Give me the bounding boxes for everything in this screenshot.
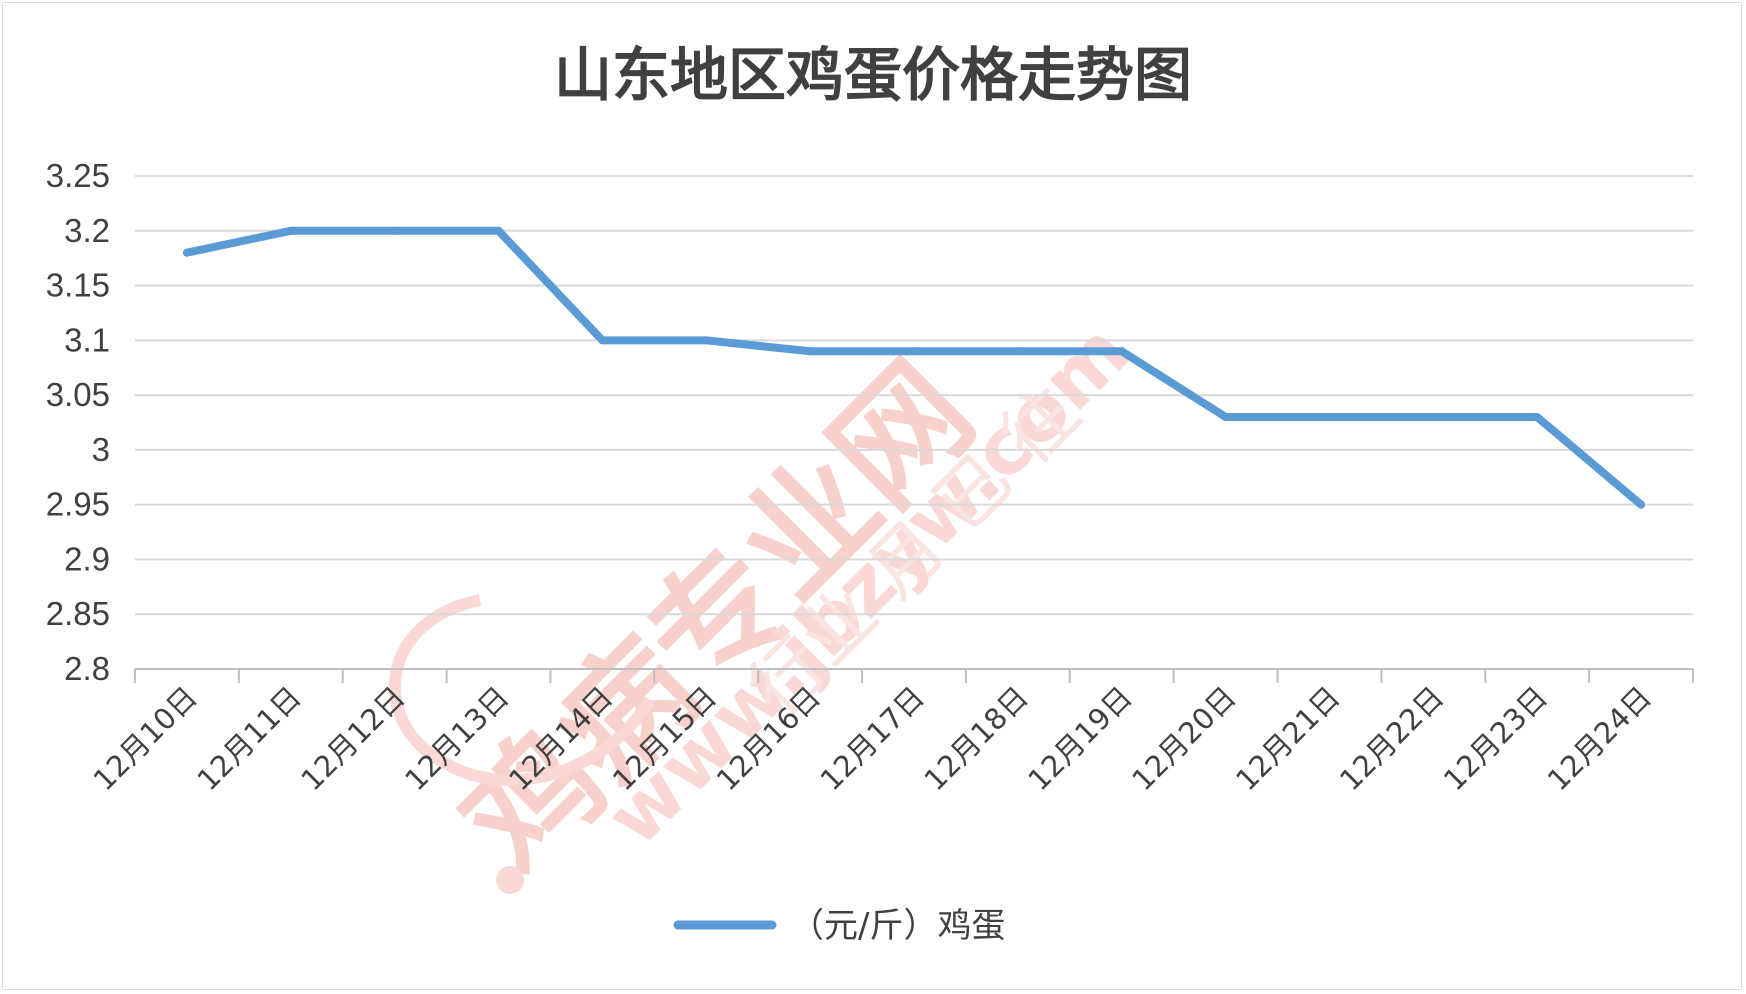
- watermark-main: 鸡病专业网: [434, 335, 1001, 902]
- legend-label: （元/斤）鸡蛋: [790, 906, 1005, 946]
- x-tick-label: 12月23日: [1437, 680, 1554, 797]
- x-tick-label: 12月24日: [1541, 680, 1658, 797]
- data-point: [806, 347, 815, 356]
- data-point: [1429, 413, 1438, 422]
- data-point: [182, 248, 191, 257]
- y-tick-label: 3.05: [46, 376, 110, 413]
- legend: （元/斤）鸡蛋: [673, 906, 1005, 946]
- y-tick-label: 3: [92, 431, 110, 468]
- data-point: [910, 347, 918, 356]
- data-point: [1533, 413, 1542, 422]
- x-tick-label: 12月22日: [1333, 680, 1450, 797]
- y-tick-label: 3.1: [64, 321, 110, 358]
- data-point: [1221, 413, 1230, 422]
- x-tick-label: 12月17日: [814, 680, 931, 797]
- y-tick-label: 3.25: [46, 157, 110, 194]
- watermark-logo-swirl: [388, 594, 656, 786]
- y-tick-label: 3.15: [46, 267, 110, 304]
- data-point: [286, 226, 295, 235]
- x-tick-label: 12月20日: [1125, 680, 1242, 797]
- x-tick-label: 12月19日: [1021, 680, 1138, 797]
- data-point: [702, 336, 711, 345]
- data-point: [494, 226, 503, 235]
- series-layer: [182, 226, 1646, 509]
- y-axis: 2.8 2.85 2.9 2.95 3 3.05 3.1 3.15 3.2 3.25: [46, 157, 110, 687]
- x-tick-label: 12月21日: [1229, 680, 1346, 797]
- y-tick-label: 2.85: [46, 595, 110, 632]
- data-point: [1637, 500, 1646, 509]
- x-axis: 12月10日12月11日12月12日12月13日12月14日12月15日12月1…: [87, 668, 1694, 797]
- x-tick-label: 12月12日: [294, 680, 411, 797]
- y-tick-label: 3.2: [64, 212, 110, 249]
- watermark-logo-dot: [496, 866, 524, 894]
- y-tick-label: 2.8: [64, 650, 110, 687]
- x-tick-label: 12月18日: [918, 680, 1035, 797]
- data-point: [1013, 347, 1022, 356]
- data-point: [598, 336, 607, 345]
- y-tick-label: 2.95: [46, 486, 110, 523]
- x-tick-label: 12月10日: [87, 680, 204, 797]
- chart-title: 山东地区鸡蛋价格走势图: [554, 41, 1192, 109]
- data-point: [1117, 347, 1126, 356]
- y-tick-label: 2.9: [64, 540, 110, 577]
- x-tick-label: 12月11日: [191, 680, 308, 797]
- data-point: [1325, 413, 1334, 422]
- data-point: [390, 226, 399, 235]
